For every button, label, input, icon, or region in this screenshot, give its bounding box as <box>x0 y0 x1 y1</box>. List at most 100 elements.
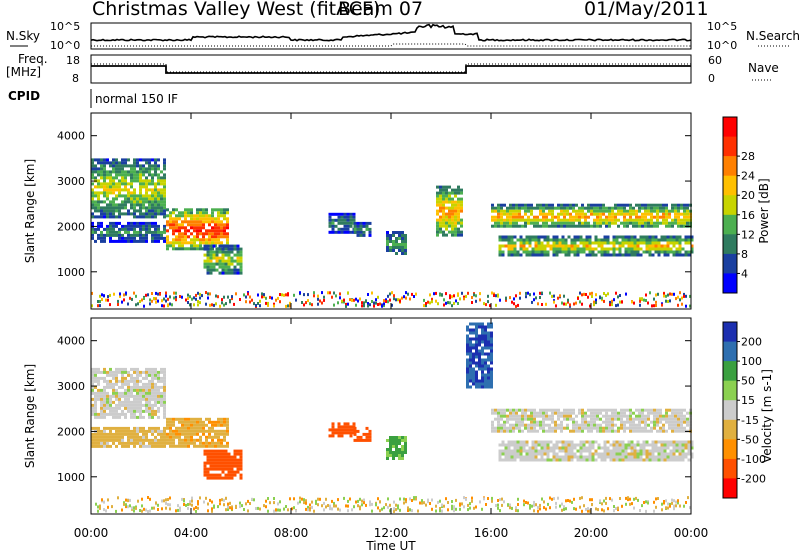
heatmap-cell <box>635 414 638 418</box>
ground-scatter-cell <box>463 297 465 301</box>
heatmap-cell <box>639 458 643 462</box>
heatmap-cell <box>175 435 178 439</box>
ground-scatter-cell <box>331 295 333 299</box>
heatmap-cell <box>356 221 360 225</box>
heatmap-cell <box>599 429 602 433</box>
heatmap-cell <box>587 414 590 418</box>
heatmap-cell <box>611 414 614 418</box>
heatmap-cell <box>103 388 106 392</box>
heatmap-cell <box>448 224 451 228</box>
heatmap-cell <box>94 438 97 442</box>
ground-scatter-cell <box>225 508 227 512</box>
heatmap-cell <box>475 361 478 365</box>
heatmap-cell <box>611 206 614 210</box>
heatmap-cell <box>190 244 193 248</box>
ground-scatter-cell <box>229 506 231 510</box>
heatmap-cell <box>677 206 680 210</box>
heatmap-cell <box>497 215 500 219</box>
heatmap-cell <box>151 388 154 392</box>
heatmap-cell <box>151 406 154 410</box>
heatmap-cell <box>678 244 682 248</box>
heatmap-cell <box>677 411 680 415</box>
heatmap-cell <box>103 441 106 445</box>
heatmap-cell <box>199 229 202 233</box>
ground-scatter-cell <box>273 302 275 306</box>
ground-scatter-cell <box>127 499 129 503</box>
heatmap-cell <box>217 438 220 442</box>
heatmap-cell <box>130 221 133 225</box>
heatmap-cell <box>552 235 556 239</box>
heatmap-cell <box>166 244 169 248</box>
heatmap-cell <box>490 331 493 335</box>
heatmap-cell <box>457 218 460 222</box>
heatmap-cell <box>340 215 344 219</box>
ground-scatter-cell <box>673 507 675 511</box>
heatmap-cell <box>531 455 535 459</box>
ground-scatter-cell <box>155 501 157 505</box>
heatmap-cell <box>522 455 526 459</box>
heatmap-cell <box>217 229 220 233</box>
heatmap-cell <box>136 382 139 386</box>
heatmap-cell <box>530 429 533 433</box>
heatmap-cell <box>100 412 103 416</box>
heatmap-cell <box>684 238 688 242</box>
heatmap-cell <box>151 382 154 386</box>
heatmap-cell <box>539 423 542 427</box>
heatmap-cell <box>605 420 608 424</box>
ground-scatter-cell <box>601 296 603 300</box>
heatmap-cell <box>190 426 193 430</box>
heatmap-cell <box>525 241 529 245</box>
heatmap-cell <box>632 221 635 225</box>
heatmap-cell <box>614 417 617 421</box>
heatmap-cell <box>617 417 620 421</box>
heatmap-cell <box>665 215 668 219</box>
heatmap-cell <box>130 206 133 210</box>
heatmap-cell <box>581 206 584 210</box>
heatmap-cell <box>501 235 505 239</box>
heatmap-cell <box>669 238 673 242</box>
heatmap-cell <box>97 435 100 439</box>
colorbar-swatch <box>723 234 737 255</box>
heatmap-cell <box>169 220 172 224</box>
heatmap-cell <box>597 455 601 459</box>
heatmap-cell <box>451 212 454 216</box>
heatmap-cell <box>533 221 536 225</box>
heatmap-cell <box>566 417 569 421</box>
heatmap-cell <box>633 235 637 239</box>
heatmap-cell <box>112 197 115 201</box>
heatmap-cell <box>623 224 626 228</box>
heatmap-cell <box>648 247 652 251</box>
ground-scatter-cell <box>397 506 399 510</box>
heatmap-cell <box>510 449 514 453</box>
heatmap-cell <box>439 200 442 204</box>
heatmap-cell <box>629 218 632 222</box>
ground-scatter-cell <box>321 504 323 508</box>
heatmap-cell <box>490 355 493 359</box>
heatmap-cell <box>548 209 551 213</box>
heatmap-cell <box>501 238 505 242</box>
heatmap-cell <box>445 194 448 198</box>
heatmap-cell <box>539 408 542 412</box>
ground-scatter-cell <box>387 505 389 509</box>
heatmap-cell <box>633 455 637 459</box>
ground-scatter-cell <box>127 302 129 306</box>
heatmap-cell <box>106 161 109 165</box>
heatmap-cell <box>154 236 157 240</box>
heatmap-cell <box>145 161 148 165</box>
heatmap-cell <box>109 435 112 439</box>
heatmap-cell <box>596 423 599 427</box>
ground-scatter-cell <box>487 294 489 298</box>
heatmap-cell <box>175 229 178 233</box>
heatmap-cell <box>203 449 207 453</box>
heatmap-cell <box>494 206 497 210</box>
heatmap-cell <box>540 449 544 453</box>
heatmap-cell <box>510 452 514 456</box>
heatmap-cell <box>512 224 515 228</box>
heatmap-cell <box>531 247 535 251</box>
heatmap-cell <box>639 253 643 257</box>
heatmap-cell <box>478 352 481 356</box>
heatmap-cell <box>611 408 614 412</box>
heatmap-cell <box>337 230 341 234</box>
ground-scatter-cell <box>113 292 115 296</box>
